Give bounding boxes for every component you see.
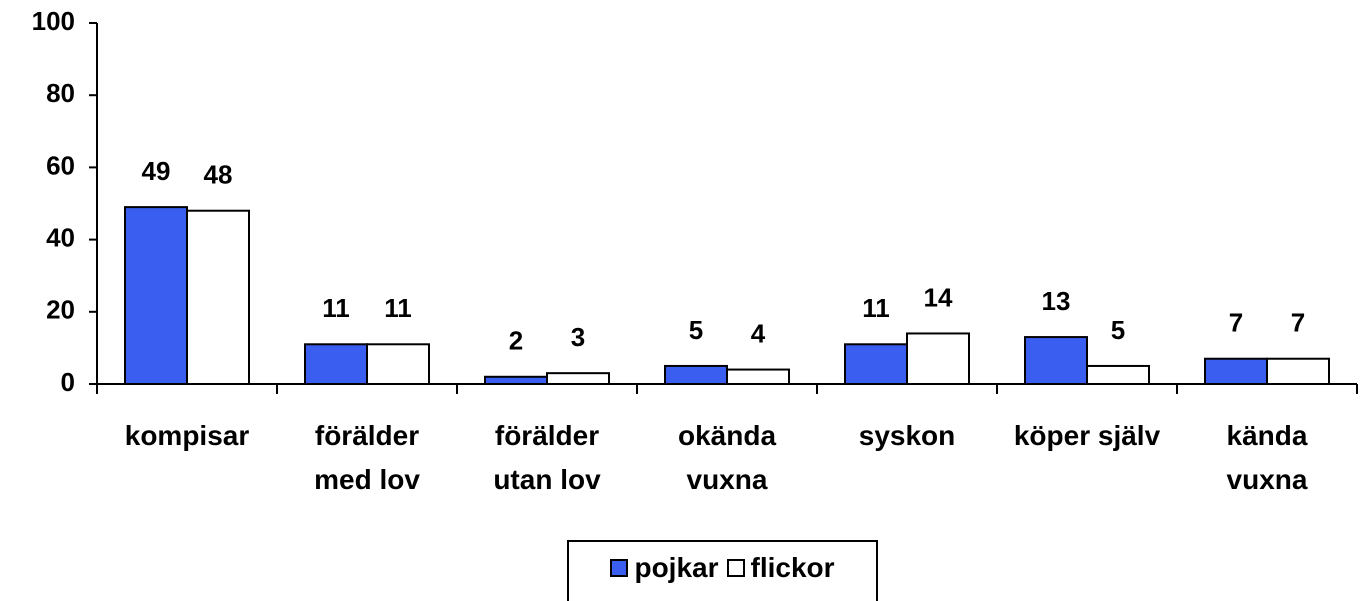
- x-tick-label: kända vuxna: [1226, 420, 1308, 495]
- value-label: 11: [322, 293, 350, 323]
- bar: [546, 372, 610, 386]
- bar: [304, 343, 368, 386]
- value-label: 3: [571, 322, 585, 352]
- x-tick-label: syskon: [858, 420, 956, 451]
- value-label: 48: [204, 160, 233, 190]
- legend-label: flickor: [750, 552, 835, 583]
- y-tick-label: 0: [61, 367, 75, 397]
- legend: pojkar flickor: [567, 540, 878, 601]
- value-label: 13: [1042, 286, 1071, 316]
- value-label: 11: [384, 293, 412, 323]
- value-label: 5: [1111, 315, 1125, 345]
- legend-item: pojkar: [610, 552, 719, 584]
- value-label: 11: [862, 293, 890, 323]
- value-label: 5: [689, 315, 703, 345]
- legend-label: pojkar: [634, 552, 719, 583]
- y-tick-label: 100: [32, 6, 75, 36]
- value-label: 7: [1291, 308, 1305, 338]
- legend-item: flickor: [726, 552, 835, 584]
- legend-swatch: [726, 559, 745, 577]
- x-tick-label: förälder utan lov: [493, 420, 601, 495]
- bar: [664, 364, 728, 386]
- y-tick-label: 40: [46, 222, 75, 252]
- value-label: 49: [142, 156, 171, 186]
- bar: [1086, 364, 1150, 386]
- bar: [1266, 357, 1330, 386]
- legend-swatch: [610, 559, 629, 577]
- bar: [124, 206, 188, 385]
- x-tick-label: kompisar: [124, 420, 250, 451]
- bar: [844, 343, 908, 386]
- bar: [366, 343, 430, 386]
- value-label: 4: [751, 318, 766, 348]
- bar: [186, 209, 250, 385]
- y-tick-label: 80: [46, 78, 75, 108]
- y-tick-label: 60: [46, 150, 75, 180]
- x-tick-label: köper själv: [1013, 420, 1161, 451]
- bar: [906, 332, 970, 385]
- y-tick-label: 20: [46, 295, 75, 325]
- value-label: 7: [1229, 308, 1243, 338]
- bar: [726, 368, 790, 385]
- bar: [484, 375, 548, 385]
- value-label: 14: [924, 282, 953, 312]
- bar: [1204, 357, 1268, 386]
- x-tick-label: okända vuxna: [677, 420, 777, 495]
- x-tick-label: förälder med lov: [314, 420, 420, 495]
- value-label: 2: [509, 326, 523, 356]
- bar: [1024, 336, 1088, 386]
